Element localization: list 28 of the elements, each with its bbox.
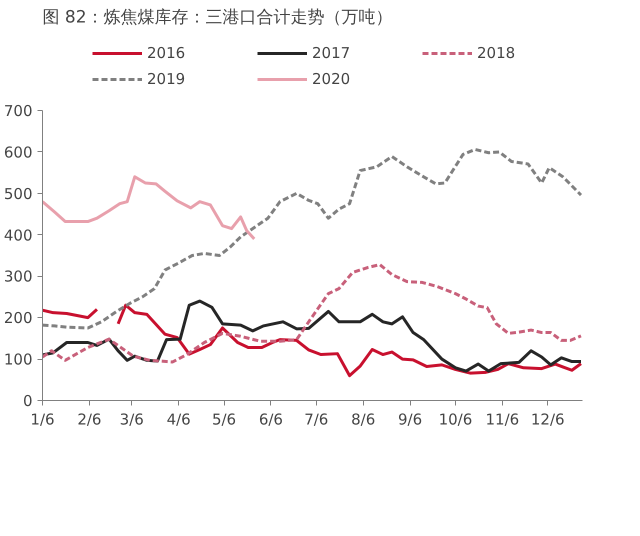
legend-label: 2019 (147, 70, 186, 88)
x-tick-label: 8/6 (351, 410, 376, 428)
legend-label: 2020 (312, 70, 352, 88)
x-tick-label: 6/6 (258, 410, 283, 428)
y-tick-label: 600 (4, 143, 33, 162)
x-tick-label: 5/6 (212, 410, 236, 428)
y-tick-label: 700 (4, 102, 33, 120)
y-tick-label: 300 (4, 268, 33, 286)
y-tick-label: 500 (4, 184, 33, 203)
line-series (42, 263, 582, 364)
y-tick-label: 200 (4, 309, 33, 328)
x-tick-label: 3/6 (120, 410, 144, 428)
x-tick-label: 2/6 (77, 410, 102, 428)
line-series (42, 175, 256, 240)
x-tick-label: 7/6 (304, 410, 328, 428)
x-tick-label: 4/6 (166, 410, 191, 428)
x-tick-label: 10/6 (438, 410, 472, 428)
x-tick-label: 11/6 (485, 410, 520, 428)
y-tick-label: 0 (22, 392, 33, 410)
legend-label: 2016 (147, 44, 186, 62)
x-tick-label: 1/6 (30, 410, 55, 428)
x-tick-label: 9/6 (398, 410, 422, 428)
chart-title: 图 82：炼焦煤库存：三港口合计走势（万吨） (42, 8, 393, 28)
legend-label: 2017 (312, 44, 352, 62)
legend-label: 2018 (477, 44, 516, 62)
y-tick-label: 400 (4, 226, 33, 244)
y-tick-label: 100 (4, 350, 33, 369)
x-tick-label: 12/6 (530, 410, 565, 428)
